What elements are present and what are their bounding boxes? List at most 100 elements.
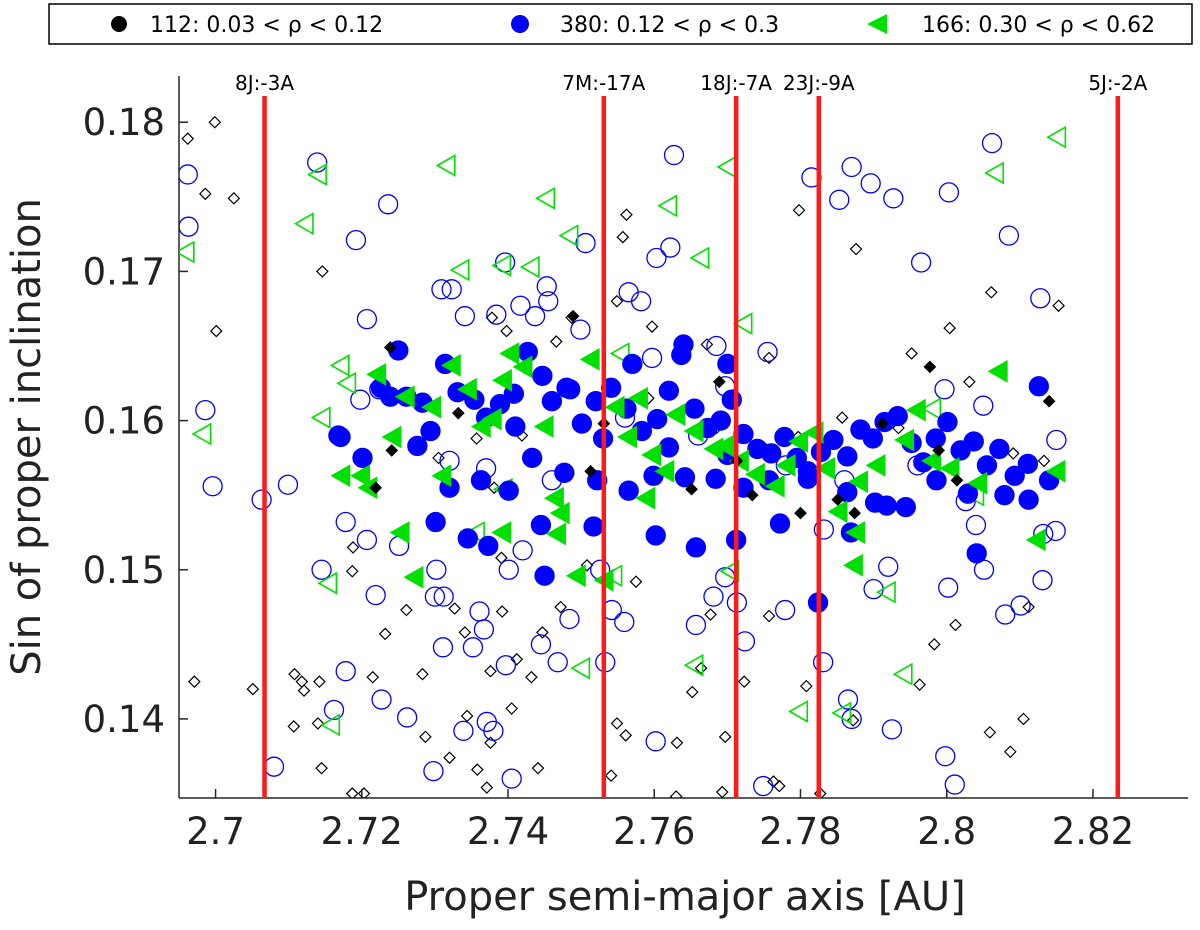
point-diamond — [848, 506, 861, 520]
point-diamond — [443, 751, 456, 765]
point-circle — [470, 470, 492, 491]
point-circle — [335, 511, 356, 533]
point-diamond — [246, 682, 260, 696]
point-circle — [757, 341, 778, 363]
point-triangle — [310, 406, 331, 429]
point-circle — [1046, 429, 1067, 451]
point-triangle — [470, 415, 491, 438]
point-circle — [706, 335, 727, 357]
point-triangle — [641, 443, 662, 467]
point-triangle — [317, 571, 338, 595]
point-circle — [454, 306, 476, 327]
point-circle — [618, 282, 639, 303]
point-triangle — [565, 564, 586, 588]
point-circle — [431, 279, 452, 300]
x-tick-label: 2.82 — [1052, 810, 1134, 853]
point-diamond — [846, 714, 860, 727]
point-triangle — [732, 312, 753, 336]
point-triangle — [831, 701, 852, 725]
point-diamond — [188, 675, 201, 688]
resonance-label: 18J:-7A — [700, 71, 772, 95]
point-diamond — [549, 335, 563, 348]
point-circle — [925, 428, 946, 449]
point-triangle — [533, 415, 554, 438]
point-diamond — [484, 664, 497, 678]
point-diamond — [620, 208, 633, 222]
point-circle — [478, 535, 499, 557]
point-circle — [1030, 288, 1051, 309]
point-triangle — [394, 385, 415, 409]
y-ticks: 0.14 0.15 0.16 0.17 0.18 — [83, 101, 188, 741]
point-diamond — [963, 375, 976, 389]
point-diamond — [554, 600, 568, 614]
point-circle — [673, 334, 694, 355]
point-diamond — [932, 444, 946, 457]
point-diamond — [670, 736, 684, 750]
point-circle — [532, 365, 553, 386]
point-triangle — [892, 662, 913, 686]
point-triangle — [875, 580, 896, 604]
point-diamond — [369, 481, 383, 495]
x-tick-label: 2.7 — [186, 810, 245, 853]
point-circle — [973, 395, 994, 416]
resonance-label: 7M:-17A — [562, 71, 645, 95]
resonance-label: 23J:-9A — [783, 71, 855, 95]
point-circle — [377, 194, 399, 215]
point-diamond — [645, 320, 659, 333]
legend-marker-circle — [511, 15, 529, 33]
point-triangle — [657, 194, 678, 218]
point-circle — [841, 708, 862, 730]
point-triangle — [320, 713, 341, 737]
point-circle — [538, 291, 559, 312]
legend-entry-2: 166: 0.30 < ρ < 0.62 — [922, 13, 1155, 38]
point-diamond — [378, 627, 392, 641]
point-circle — [774, 599, 796, 621]
point-triangle — [921, 397, 942, 421]
point-diamond — [923, 360, 937, 374]
point-circle — [685, 537, 707, 558]
point-diamond — [505, 702, 519, 715]
point-circle — [658, 380, 680, 401]
point-diamond — [531, 761, 545, 775]
point-circle — [957, 483, 979, 504]
point-triangle — [329, 354, 350, 377]
point-diamond — [949, 618, 962, 632]
x-tick-label: 2.72 — [321, 810, 403, 853]
y-tick-label: 0.17 — [83, 250, 165, 293]
point-circle — [998, 225, 1020, 246]
point-diamond — [794, 506, 807, 520]
legend: 112: 0.03 < ρ < 0.12 380: 0.12 < ρ < 0.3… — [48, 3, 1193, 45]
point-circle — [407, 435, 428, 457]
point-circle — [995, 604, 1016, 625]
x-tick-label: 2.78 — [759, 810, 841, 853]
point-triangle — [865, 453, 886, 477]
point-circle — [365, 584, 386, 606]
point-triangle — [546, 522, 567, 546]
resonance-label: 5J:-2A — [1088, 71, 1147, 95]
point-circle — [710, 410, 731, 431]
point-triangle — [967, 471, 988, 495]
point-triangle — [366, 362, 387, 386]
point-triangle — [543, 486, 564, 510]
point-diamond — [400, 603, 413, 617]
point-circle — [251, 489, 272, 510]
point-circle — [486, 304, 507, 325]
point-circle — [674, 467, 696, 488]
point-circle — [938, 182, 960, 203]
point-circle — [938, 577, 959, 598]
point-circle — [966, 543, 987, 564]
point-triangle — [848, 470, 869, 494]
point-circle — [1010, 595, 1031, 616]
point-circle — [645, 731, 666, 752]
point-diamond — [315, 265, 329, 278]
point-diamond — [287, 720, 301, 733]
point-triangle — [764, 474, 785, 498]
point-circle — [630, 291, 652, 312]
point-circle — [1032, 570, 1053, 591]
point-triangle — [293, 212, 314, 236]
point-triangle — [635, 486, 656, 510]
data-points — [179, 115, 1067, 798]
point-triangle — [491, 521, 512, 544]
point-diamond — [799, 679, 813, 693]
